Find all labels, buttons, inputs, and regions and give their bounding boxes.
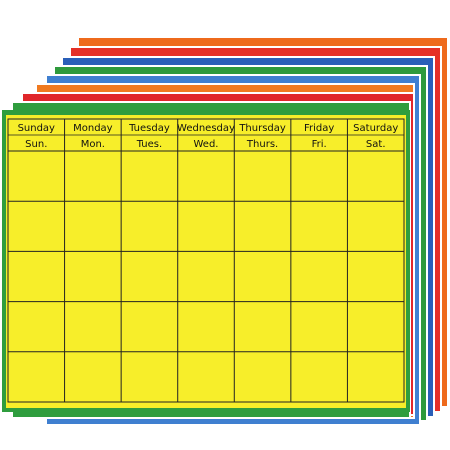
front-sheet xyxy=(6,115,406,408)
day-abbreviation: Sun. xyxy=(25,139,47,150)
day-abbreviation: Fri. xyxy=(312,139,327,150)
day-abbreviation: Sat. xyxy=(366,139,386,150)
day-name: Wednesday xyxy=(177,123,235,134)
calendar-grid: Sunday Sun. Monday Mon. Tuesday Tues. Wednesda… xyxy=(7,118,405,403)
day-name: Tuesday xyxy=(128,123,170,134)
grid-frame xyxy=(7,118,405,403)
day-name: Thursday xyxy=(238,123,286,134)
day-abbreviation: Thurs. xyxy=(246,139,278,150)
day-abbreviation: Wed. xyxy=(194,139,219,150)
day-name: Friday xyxy=(304,123,334,134)
day-abbreviation: Mon. xyxy=(81,139,105,150)
day-name: Monday xyxy=(73,123,113,134)
day-name: Saturday xyxy=(353,123,398,134)
day-name: Sunday xyxy=(18,123,55,134)
day-abbreviation: Tues. xyxy=(136,139,162,150)
